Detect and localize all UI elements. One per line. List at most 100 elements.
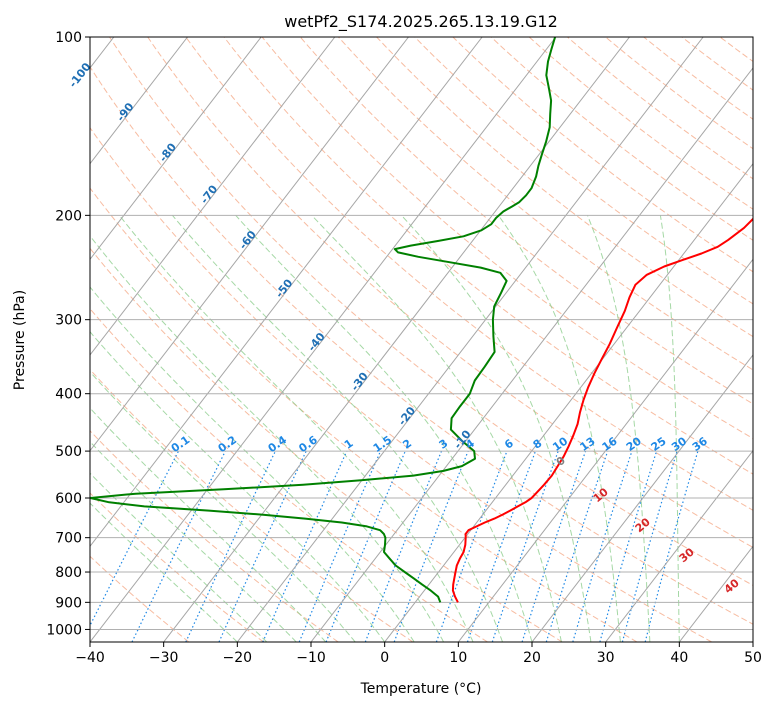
dry-adiabat-line [90,308,488,642]
dry-adiabat-line [90,430,339,642]
moist-adiabat-line [90,371,356,642]
isotherm-label: -80 [157,140,180,164]
dry-adiabat-line [90,368,414,642]
dry-adiabat-label: 40 [722,576,742,596]
mixing-ratio-label: 1 [342,437,356,452]
dry-adiabat-line [90,126,712,642]
y-tick-label: 300 [55,313,82,329]
isotherm-line [605,449,753,642]
moist-adiabat-line [90,235,445,642]
y-axis: 100 200 300 400 500 600 700 800 900 1000 [46,30,90,638]
dry-adiabat-line [185,37,753,511]
x-tick-label: 40 [670,650,688,666]
moist-adiabat-line [90,286,415,642]
mixing-ratio-line [644,450,699,642]
mixing-ratio-line [262,450,348,642]
dry-adiabat-line [109,37,753,586]
mixing-ratio-line [185,450,276,642]
y-axis-title: Pressure (hPa) [12,290,28,390]
dry-adiabat-line [90,492,264,642]
dry-adiabat-line [90,187,638,642]
x-tick-label: 50 [744,650,762,666]
isotherm-line [752,641,753,642]
moist-adiabat-line [90,440,297,642]
moist-adiabat-line [659,215,680,642]
dewpoint-series-line [90,37,557,603]
x-axis-title: Temperature (°C) [360,681,482,697]
mixing-ratio-line [521,450,587,642]
moist-adiabat-line [90,502,238,642]
y-tick-label: 1000 [46,622,82,638]
isotherm-line [236,37,704,642]
dry-adiabat-line [719,37,753,63]
dry-adiabat-line [90,247,563,642]
dry-adiabat-line [643,37,753,120]
moist-adiabat-line [119,214,474,642]
moist-adiabat-line [497,215,621,642]
mixing-ratio-label: 0.4 [266,433,290,455]
x-tick-label: −30 [149,650,179,666]
mixing-ratio-line [599,450,658,642]
mixing-ratio-line [325,450,406,642]
isotherm-line [90,37,409,452]
x-tick-label: −10 [296,650,326,666]
series-group [90,37,753,603]
mixing-ratio-label: 2 [400,437,414,452]
x-tick-label: 10 [449,650,467,666]
isotherm-label: -30 [348,370,371,394]
isotherm-line [384,162,753,642]
dry-adiabat-line [147,37,753,548]
dry-adiabat-label: 10 [591,485,611,505]
dry-adiabat-line [681,37,753,91]
isotherm-line [90,37,557,642]
y-tick-label: 400 [55,387,82,403]
y-tick-label: 800 [55,565,82,581]
chart-title: wetPf2_S174.2025.265.13.19.G12 [284,12,558,32]
isotherm-line [163,37,630,642]
dry-adiabat-line [414,37,753,305]
x-tick-label: 0 [380,650,389,666]
moist-adiabat-line [587,215,651,642]
mixing-ratio-line [572,450,633,642]
mixing-ratio-line [298,450,382,642]
y-tick-label: 900 [55,595,82,611]
isotherm-line [90,37,188,165]
mixing-ratio-label: 0.6 [296,433,320,455]
isotherm-label: -70 [198,182,221,206]
mixing-ratio-line [466,450,537,642]
mixing-ratio-label: 3 [437,437,451,452]
mixing-ratio-line [131,450,226,642]
dry-adiabat-line [223,37,753,475]
mixing-ratio-label: 0.2 [216,433,239,455]
mixing-ratio-line [621,450,678,642]
dry-adiabat-line [567,37,753,180]
isotherm-line [90,37,336,356]
background-lines [90,37,775,642]
x-tick-label: 30 [597,650,615,666]
moist-adiabat-line [90,330,386,642]
moist-adiabat-line [401,214,592,642]
isotherm-line [457,258,753,642]
mixing-ratio-line [393,450,469,642]
mixing-ratio-label: 6 [502,437,516,452]
mixing-ratio-line [218,450,307,642]
mixing-ratio-label: 1.5 [371,433,394,455]
isotherm-label: -50 [273,276,296,300]
dry-adiabat-line [528,37,753,210]
plot-frame [89,36,754,643]
isotherm-line [531,354,753,642]
isotherm-line [678,545,753,642]
dry-adiabat-line [758,37,775,642]
annotation-labels: -100-90-80-70-60-50-40-30-20-100.1 0.2 0.4… [66,60,742,596]
mixing-ratio-label: 4 [463,436,477,451]
isotherm-line [90,37,483,548]
y-tick-label: 600 [55,491,82,507]
dry-adiabat-line [299,37,753,405]
moist-adiabat-line [172,214,503,642]
x-tick-label: −40 [75,650,105,666]
temperature-series-line [451,217,753,603]
dry-adiabat-line [261,37,753,440]
dry-adiabat-line [376,37,753,338]
moist-adiabat-line [235,214,533,642]
